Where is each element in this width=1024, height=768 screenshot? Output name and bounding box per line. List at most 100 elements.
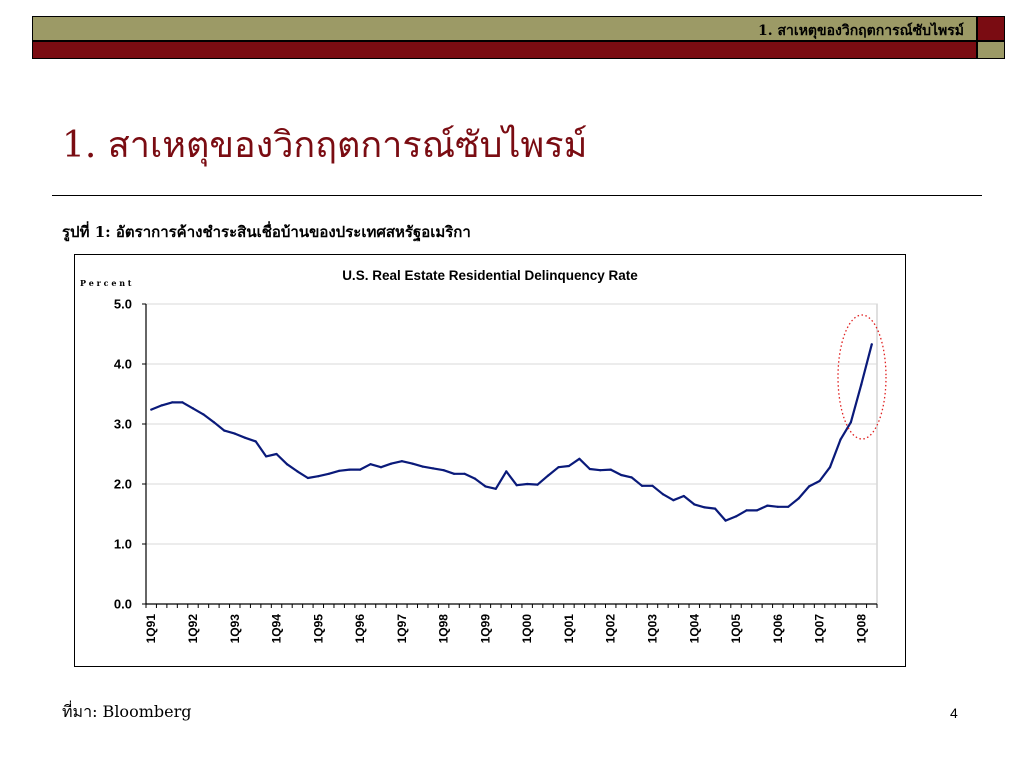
header-section-label: 1. สาเหตุของวิกฤตการณ์ซับไพรม์: [758, 23, 964, 39]
data-point: [160, 404, 163, 407]
data-point: [306, 476, 309, 480]
data-point: [661, 493, 665, 496]
source-note: ที่มา: Bloomberg: [62, 702, 192, 721]
data-point: [682, 494, 685, 498]
data-point: [536, 483, 539, 486]
data-point: [494, 487, 497, 490]
gridlines: [145, 303, 878, 605]
x-tick-label: 1Q04: [687, 614, 701, 644]
data-point: [870, 343, 873, 346]
data-point: [599, 469, 602, 472]
data-point: [400, 460, 403, 463]
data-point: [505, 470, 508, 473]
figure-caption: รูปที่ 1: อัตราการค้างชำระสินเชื่อบ้านขอ…: [62, 223, 471, 241]
x-tick-label: 1Q08: [854, 614, 868, 644]
data-point: [421, 465, 424, 468]
plot-area: [145, 303, 878, 605]
data-point: [766, 504, 769, 507]
data-point: [630, 476, 633, 479]
data-point: [390, 462, 393, 465]
data-point: [640, 484, 644, 487]
data-point: [191, 407, 195, 410]
data-point: [557, 466, 560, 469]
x-tick-label: 1Q02: [604, 614, 618, 644]
slide-title: 1. สาเหตุของวิกฤตการณ์ซับไพรม์: [62, 125, 588, 166]
data-point: [202, 413, 205, 416]
page-number: 4: [950, 705, 958, 721]
delinquency-line-chart: U.S. Real Estate Residential Delinquency…: [80, 268, 887, 644]
chart-title: U.S. Real Estate Residential Delinquency…: [342, 268, 638, 283]
header-accent-square-lower: [977, 41, 1005, 59]
data-point: [808, 485, 811, 488]
data-point: [797, 497, 800, 500]
data-point: [755, 509, 759, 512]
data-point: [285, 463, 289, 466]
highlight-ellipse: [837, 314, 887, 440]
data-point: [379, 466, 383, 469]
x-tick-label: 1Q93: [228, 614, 242, 644]
data-point: [264, 455, 268, 458]
data-point: [787, 505, 790, 508]
data-point: [703, 506, 706, 509]
data-point: [776, 505, 779, 508]
chart-frame: U.S. Real Estate Residential Delinquency…: [74, 254, 906, 667]
data-point: [473, 477, 477, 480]
data-point: [714, 507, 717, 510]
data-point: [860, 383, 863, 386]
data-point: [254, 440, 257, 443]
x-tick-label: 1Q07: [813, 614, 827, 644]
data-point: [526, 482, 529, 486]
y-tick-label: 1.0: [114, 537, 132, 552]
data-point: [442, 469, 445, 472]
data-point: [171, 401, 174, 404]
x-tick-label: 1Q94: [270, 614, 284, 644]
x-tick-label: 1Q96: [353, 614, 367, 644]
y-tick-label: 2.0: [114, 477, 132, 492]
data-point: [515, 484, 518, 487]
header-stripe: [32, 41, 977, 59]
data-point: [338, 469, 341, 472]
data-point: [317, 475, 320, 478]
data-point: [181, 401, 184, 404]
data-point: [212, 421, 215, 424]
title-divider: [52, 195, 982, 196]
data-point: [745, 509, 748, 512]
data-point: [432, 467, 435, 470]
x-tick-label: 1Q92: [186, 614, 200, 644]
data-point: [369, 463, 372, 466]
data-point: [818, 479, 821, 483]
y-tick-label: 0.0: [114, 597, 132, 612]
data-point: [578, 457, 581, 460]
y-tick-label: 3.0: [114, 417, 132, 432]
axes: 0.0 1.0 2.0 3.0 4.0 5.0 1Q91 1Q92 1Q93 1Q94 1Q95 1Q…: [114, 297, 878, 644]
x-tick-label: 1Q97: [395, 614, 409, 644]
data-point: [693, 503, 696, 506]
data-point: [327, 472, 330, 475]
x-tick-label: 1Q03: [645, 614, 659, 644]
data-point: [567, 464, 571, 468]
x-tick-label: 1Q01: [562, 614, 576, 644]
data-point: [651, 484, 654, 487]
y-tick-label: 4.0: [114, 357, 132, 372]
data-point: [411, 462, 414, 465]
y-tick-label: 5.0: [114, 297, 132, 312]
data-point: [275, 452, 278, 456]
data-point: [233, 432, 236, 435]
data-point: [223, 429, 226, 432]
data-point: [348, 468, 351, 471]
data-point: [358, 468, 362, 471]
data-point: [452, 472, 456, 475]
data-point: [609, 468, 612, 471]
series-line-delinquency-rate: [150, 343, 873, 522]
x-tick-label: 1Q98: [437, 614, 451, 644]
data-point: [849, 421, 852, 424]
y-axis-label: P e r c e n t: [80, 278, 132, 288]
data-point: [463, 472, 466, 475]
x-tick-label: 1Q06: [771, 614, 785, 644]
data-point: [484, 485, 487, 488]
series-layer: [150, 343, 873, 522]
x-tick-label: 1Q00: [520, 614, 534, 644]
data-point: [244, 436, 247, 439]
data-point: [828, 466, 832, 469]
x-tick-label: 1Q91: [144, 614, 158, 644]
